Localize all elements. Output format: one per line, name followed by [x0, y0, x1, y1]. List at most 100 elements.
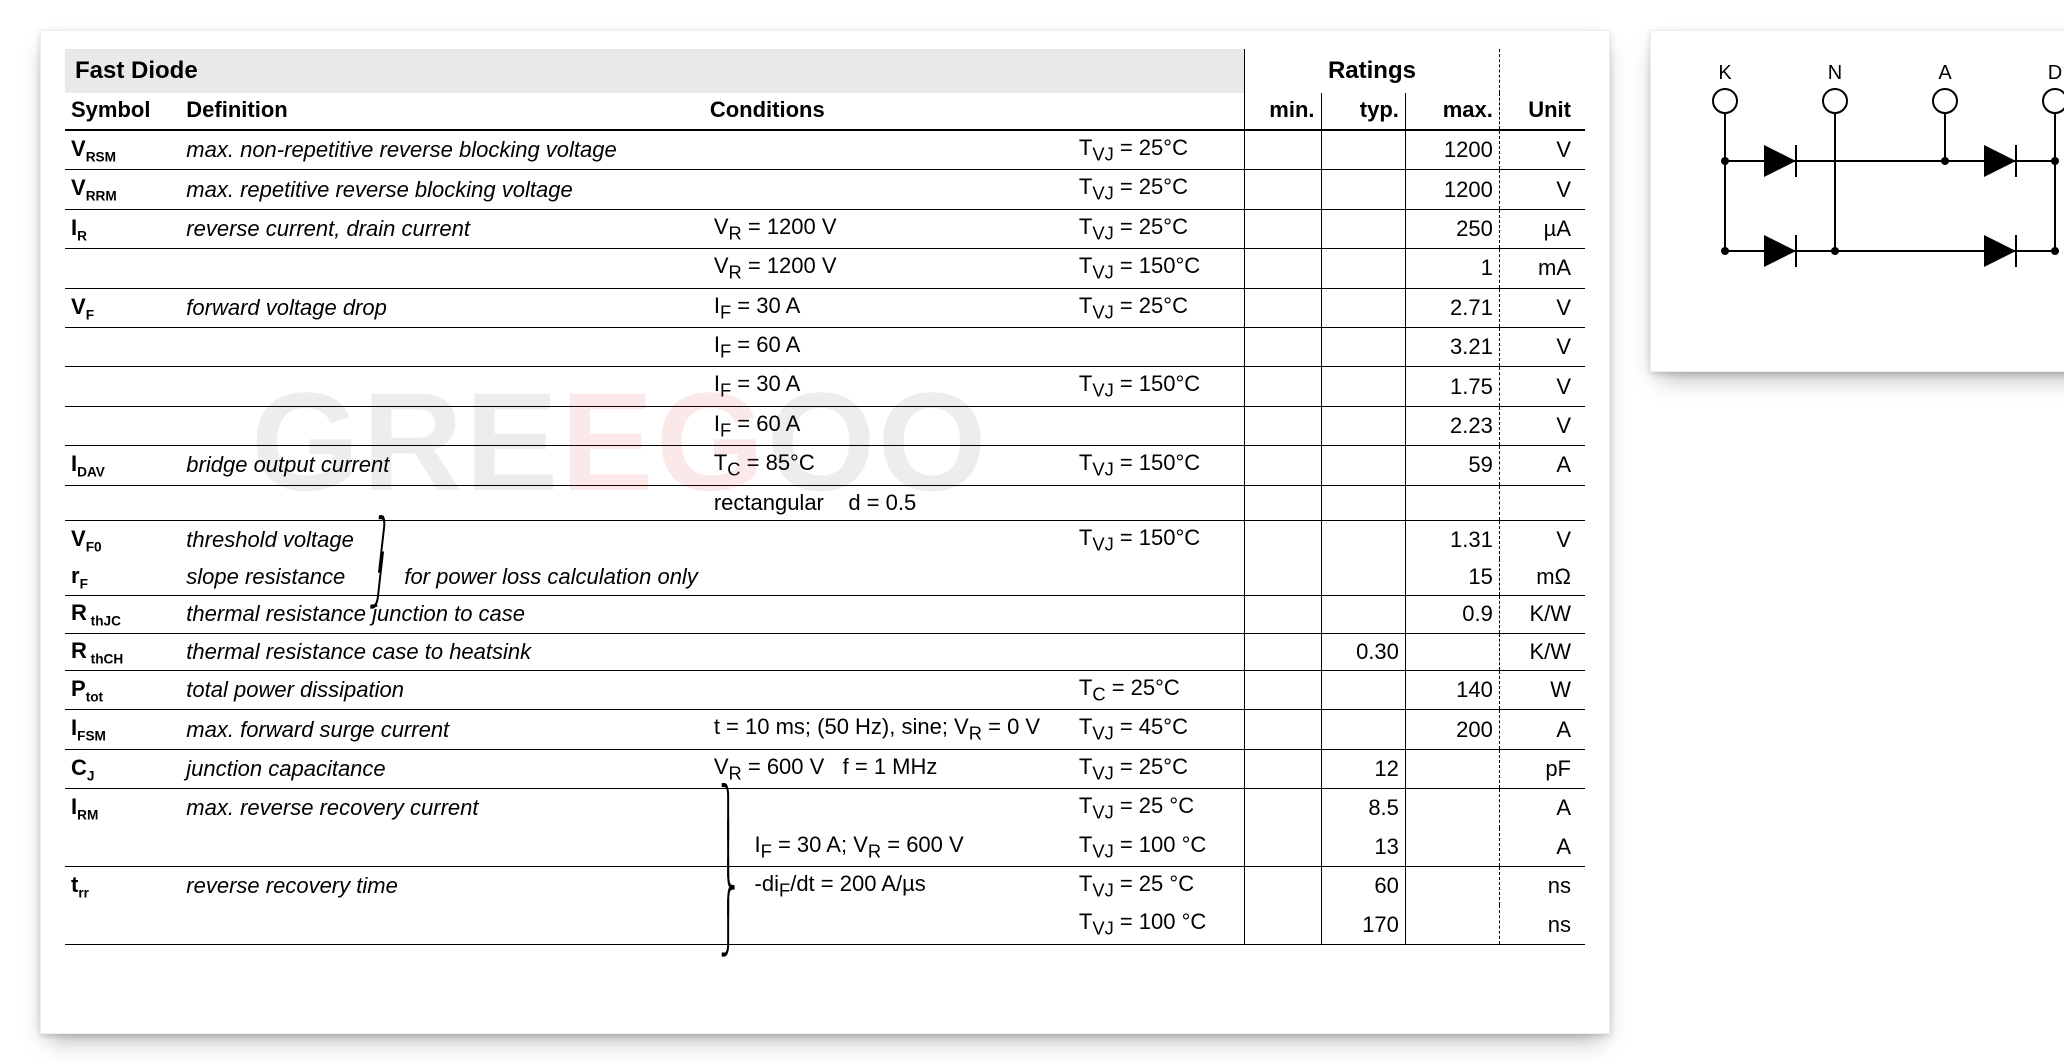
cell-unit: A	[1499, 789, 1585, 828]
cell-typ	[1321, 130, 1405, 170]
cell-typ	[1321, 367, 1405, 406]
cell-max: 250	[1405, 209, 1499, 248]
cell-unit: V	[1499, 520, 1585, 559]
col-min: min.	[1245, 93, 1321, 130]
cell-unit: V	[1499, 130, 1585, 170]
cell-definition	[180, 828, 704, 867]
cell-max	[1405, 789, 1499, 828]
cell-min	[1245, 520, 1321, 559]
cell-typ: 60	[1321, 867, 1405, 906]
cell-condition	[704, 559, 1061, 596]
cell-unit: V	[1499, 367, 1585, 406]
cell-definition: thermal resistance case to heatsink	[180, 633, 704, 670]
svg-text:K: K	[1718, 62, 1732, 84]
cell-max	[1405, 828, 1499, 867]
cell-temp	[1061, 559, 1245, 596]
cell-symbol: IFSM	[65, 710, 180, 749]
cell-typ	[1321, 288, 1405, 327]
cell-definition	[180, 327, 704, 366]
cell-typ: 13	[1321, 828, 1405, 867]
cell-min	[1245, 710, 1321, 749]
cell-temp: TVJ = 25 °C	[1061, 867, 1245, 906]
cell-max: 15	[1405, 559, 1499, 596]
cell-min	[1245, 789, 1321, 828]
cell-condition: IF = 60 A	[704, 327, 1061, 366]
cell-unit: mA	[1499, 249, 1585, 288]
cell-unit: V	[1499, 288, 1585, 327]
cell-temp: TVJ = 25°C	[1061, 170, 1245, 209]
cell-unit	[1499, 485, 1585, 520]
cell-max: 200	[1405, 710, 1499, 749]
cell-definition: forward voltage drop	[180, 288, 704, 327]
cell-symbol: trr	[65, 867, 180, 906]
cell-definition	[180, 485, 704, 520]
cell-max: 140	[1405, 671, 1499, 710]
cell-symbol	[65, 327, 180, 366]
cell-temp: TVJ = 150°C	[1061, 367, 1245, 406]
cell-symbol	[65, 367, 180, 406]
cell-definition	[180, 367, 704, 406]
cell-min	[1245, 671, 1321, 710]
col-max: max.	[1405, 93, 1499, 130]
cell-typ	[1321, 249, 1405, 288]
cell-symbol: VF0	[65, 520, 180, 559]
cell-definition: max. reverse recovery current	[180, 789, 704, 828]
cell-condition: ⎪ IF = 30 A; VR = 600 V	[704, 828, 1061, 867]
cell-unit: V	[1499, 327, 1585, 366]
cell-definition: reverse current, drain current	[180, 209, 704, 248]
cell-symbol: Ptot	[65, 671, 180, 710]
cell-typ	[1321, 170, 1405, 209]
cell-max	[1405, 633, 1499, 670]
cell-symbol: R thJC	[65, 596, 180, 633]
cell-temp	[1061, 596, 1245, 633]
cell-temp: TVJ = 150°C	[1061, 520, 1245, 559]
cell-symbol: IR	[65, 209, 180, 248]
cell-typ	[1321, 485, 1405, 520]
cell-temp: TVJ = 25°C	[1061, 209, 1245, 248]
cell-condition: ⎬ -diF/dt = 200 A/µs	[704, 867, 1061, 906]
cell-max	[1405, 905, 1499, 944]
cell-condition: IF = 60 A	[704, 406, 1061, 445]
cell-definition	[180, 249, 704, 288]
cell-unit: A	[1499, 710, 1585, 749]
cell-definition: bridge output current	[180, 446, 704, 485]
cell-max: 3.21	[1405, 327, 1499, 366]
cell-min	[1245, 367, 1321, 406]
cell-definition: total power dissipation	[180, 671, 704, 710]
cell-typ	[1321, 406, 1405, 445]
cell-typ: 0.30	[1321, 633, 1405, 670]
cell-min	[1245, 406, 1321, 445]
cell-max: 2.71	[1405, 288, 1499, 327]
cell-definition	[180, 406, 704, 445]
cell-temp: TVJ = 100 °C	[1061, 905, 1245, 944]
cell-max: 1.31	[1405, 520, 1499, 559]
cell-unit: pF	[1499, 749, 1585, 788]
cell-min	[1245, 633, 1321, 670]
cell-unit: V	[1499, 406, 1585, 445]
cell-symbol: IDAV	[65, 446, 180, 485]
col-definition: Definition	[180, 93, 704, 130]
col-symbol: Symbol	[65, 93, 180, 130]
table-title: Fast Diode	[65, 49, 1245, 93]
cell-min	[1245, 249, 1321, 288]
cell-condition	[704, 130, 1061, 170]
cell-unit: W	[1499, 671, 1585, 710]
cell-definition: max. non-repetitive reverse blocking vol…	[180, 130, 704, 170]
cell-typ	[1321, 327, 1405, 366]
cell-temp: TVJ = 25°C	[1061, 130, 1245, 170]
cell-max: 59	[1405, 446, 1499, 485]
cell-max: 2.23	[1405, 406, 1499, 445]
cell-definition: max. forward surge current	[180, 710, 704, 749]
cell-condition: t = 10 ms; (50 Hz), sine; VR = 0 V	[704, 710, 1061, 749]
cell-min	[1245, 446, 1321, 485]
cell-typ	[1321, 559, 1405, 596]
cell-typ	[1321, 209, 1405, 248]
cell-unit: V	[1499, 170, 1585, 209]
cell-min	[1245, 209, 1321, 248]
cell-symbol	[65, 406, 180, 445]
cell-temp	[1061, 406, 1245, 445]
cell-max: 1	[1405, 249, 1499, 288]
cell-condition: ⎫	[704, 789, 1061, 828]
cell-typ: 8.5	[1321, 789, 1405, 828]
cell-min	[1245, 288, 1321, 327]
